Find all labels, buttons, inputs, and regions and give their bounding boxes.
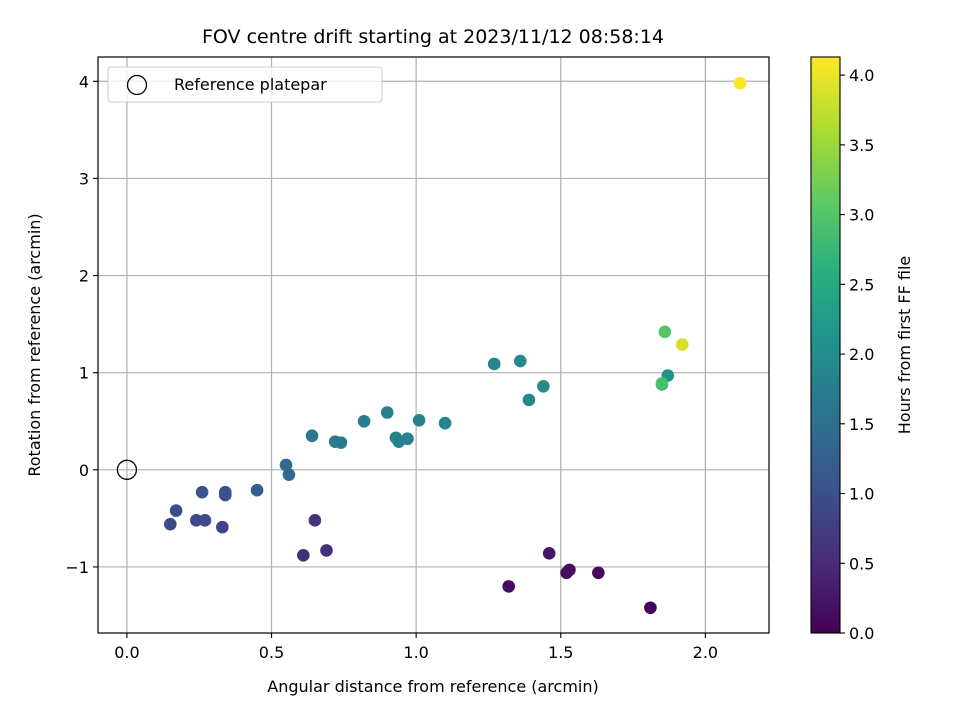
legend-marker-icon	[126, 74, 148, 96]
colorbar-tick-label: 4.0	[849, 66, 874, 85]
y-axis-label: Rotation from reference (arcmin)	[25, 213, 44, 476]
x-tick-label: 1.5	[548, 643, 573, 662]
legend-box	[107, 66, 383, 103]
data-point	[401, 432, 414, 446]
x-tick-label: 1.0	[403, 643, 428, 662]
data-point	[592, 566, 605, 580]
colorbar-tick-label: 2.5	[849, 275, 874, 294]
y-tick-label: 0	[79, 461, 89, 480]
data-point	[357, 414, 371, 428]
data-point	[218, 485, 232, 499]
reference-marker	[116, 459, 138, 480]
reference-point	[116, 459, 138, 480]
data-point	[195, 485, 209, 499]
data-point	[502, 580, 515, 593]
data-point	[513, 354, 527, 368]
colorbar-tick-label: 0.5	[849, 554, 874, 573]
x-tick-label: 2.0	[693, 643, 718, 662]
legend-label: Reference platepar	[174, 75, 327, 94]
data-point	[297, 548, 310, 562]
data-point	[250, 483, 264, 497]
data-point	[563, 563, 576, 577]
grid	[98, 57, 769, 633]
data-point	[169, 504, 183, 517]
data-point	[542, 547, 556, 560]
colorbar: 0.0 0.5 1.0 1.5 2.0 2.5 3.0 3.5 4.0 Hours from f…	[810, 56, 914, 643]
x-tick-label: 0.0	[114, 643, 139, 662]
colorbar-tick-label: 3.5	[849, 136, 874, 155]
data-point	[675, 338, 689, 351]
data-point	[305, 429, 319, 443]
data-points	[164, 76, 747, 615]
data-point	[438, 416, 452, 430]
data-point	[308, 514, 322, 527]
colorbar-tick-label: 3.0	[849, 206, 874, 225]
y-tick-label: 4	[79, 72, 89, 91]
colorbar-tick-label: 0.0	[849, 624, 874, 643]
x-tick-label: 0.5	[259, 643, 284, 662]
data-point	[733, 76, 747, 90]
colorbar-tick-label: 2.0	[849, 345, 874, 364]
data-point	[658, 325, 672, 339]
x-axis-ticks: 0.0 0.5 1.0 1.5 2.0	[114, 633, 718, 662]
y-tick-label: 3	[79, 169, 89, 188]
data-point	[487, 357, 501, 371]
colorbar-ticks: 0.0 0.5 1.0 1.5 2.0 2.5 3.0 3.5 4.0	[840, 66, 874, 643]
chart-title: FOV centre drift starting at 2023/11/12 …	[202, 26, 664, 48]
data-point	[216, 520, 229, 534]
colorbar-tick-label: 1.5	[849, 415, 874, 434]
x-axis-label: Angular distance from reference (arcmin)	[267, 677, 598, 696]
data-point	[522, 393, 536, 407]
data-point	[320, 544, 333, 557]
data-point	[537, 379, 550, 393]
data-point	[198, 514, 212, 527]
legend: Reference platepar	[107, 66, 383, 103]
data-point	[190, 514, 203, 527]
data-point	[412, 413, 426, 427]
data-point	[380, 406, 394, 419]
data-point	[644, 601, 657, 615]
data-point	[334, 436, 348, 449]
colorbar-label: Hours from first FF file	[895, 256, 914, 435]
y-tick-label: 1	[79, 364, 89, 383]
colorbar-tick-label: 1.0	[849, 485, 874, 504]
y-tick-label: −1	[65, 558, 89, 577]
plot-frame	[97, 56, 770, 634]
data-point	[655, 377, 669, 390]
colorbar-gradient	[810, 56, 841, 634]
y-tick-label: 2	[79, 267, 89, 286]
data-point	[282, 468, 296, 481]
data-point	[279, 458, 293, 472]
y-axis-ticks: −1 0 1 2 3 4	[65, 72, 98, 577]
data-point	[164, 517, 177, 531]
